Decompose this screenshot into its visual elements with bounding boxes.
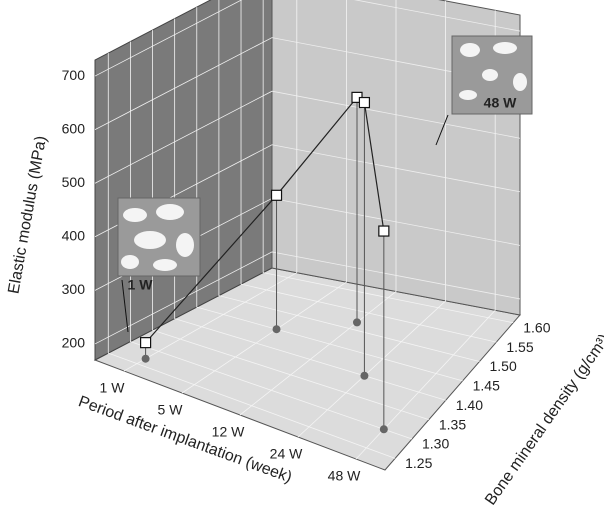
grid-line <box>218 0 480 362</box>
x-tick-label: 48 W <box>328 468 361 484</box>
z-tick-label: 1.50 <box>490 358 517 374</box>
grid-line <box>196 7 463 382</box>
grid-line <box>240 0 497 343</box>
grid-line <box>297 0 447 438</box>
y-tick-label: 500 <box>62 174 86 190</box>
z-tick-label: 1.45 <box>473 378 500 394</box>
inset-1w <box>117 197 201 277</box>
grid-line <box>107 53 396 459</box>
grid-line <box>123 0 298 372</box>
z-tick-label: 1.30 <box>422 436 449 452</box>
floor-dot <box>353 318 361 327</box>
grid-line <box>129 41 413 440</box>
z-tick-label: 1.35 <box>439 416 466 432</box>
grid-line <box>94 251 521 345</box>
point <box>378 225 390 237</box>
z-tick-label: 1.25 <box>405 455 432 471</box>
x-tick-label: 1 W <box>100 380 126 396</box>
annotation: 1 W <box>128 277 154 293</box>
z-tick-label: 1.60 <box>523 319 550 335</box>
z-tick-label: 1.55 <box>506 339 533 355</box>
x-tick-label: 12 W <box>212 424 245 440</box>
y-tick-label: 300 <box>62 281 86 297</box>
x-tick-label: 5 W <box>158 402 184 418</box>
y-axis-title: Elastic modulus (MPa) <box>5 135 50 296</box>
y-tick-label: 200 <box>62 335 86 351</box>
grid-line <box>262 0 514 324</box>
y-tick-label: 700 <box>62 67 86 83</box>
y-tick-label: 600 <box>62 120 86 136</box>
point <box>358 96 371 109</box>
floor-dot <box>272 325 281 334</box>
grid-line <box>94 0 521 77</box>
floor-dot <box>141 354 150 363</box>
annotation: 48 W <box>484 95 517 111</box>
z-tick-label: 1.40 <box>456 397 483 413</box>
point <box>270 189 283 201</box>
grid-line <box>94 37 521 130</box>
arrow <box>121 279 129 333</box>
grid-line <box>181 0 347 394</box>
floor-dot <box>379 425 388 434</box>
grid-line <box>174 18 446 401</box>
inset-48w <box>451 35 533 115</box>
floor-dot <box>360 371 369 380</box>
grid-line <box>152 30 429 421</box>
y-tick-label: 400 <box>62 227 86 243</box>
point <box>140 337 152 349</box>
x-tick-label: 24 W <box>270 446 303 462</box>
arrow <box>435 114 449 146</box>
grid-line <box>239 0 397 416</box>
grid-line <box>94 90 521 184</box>
